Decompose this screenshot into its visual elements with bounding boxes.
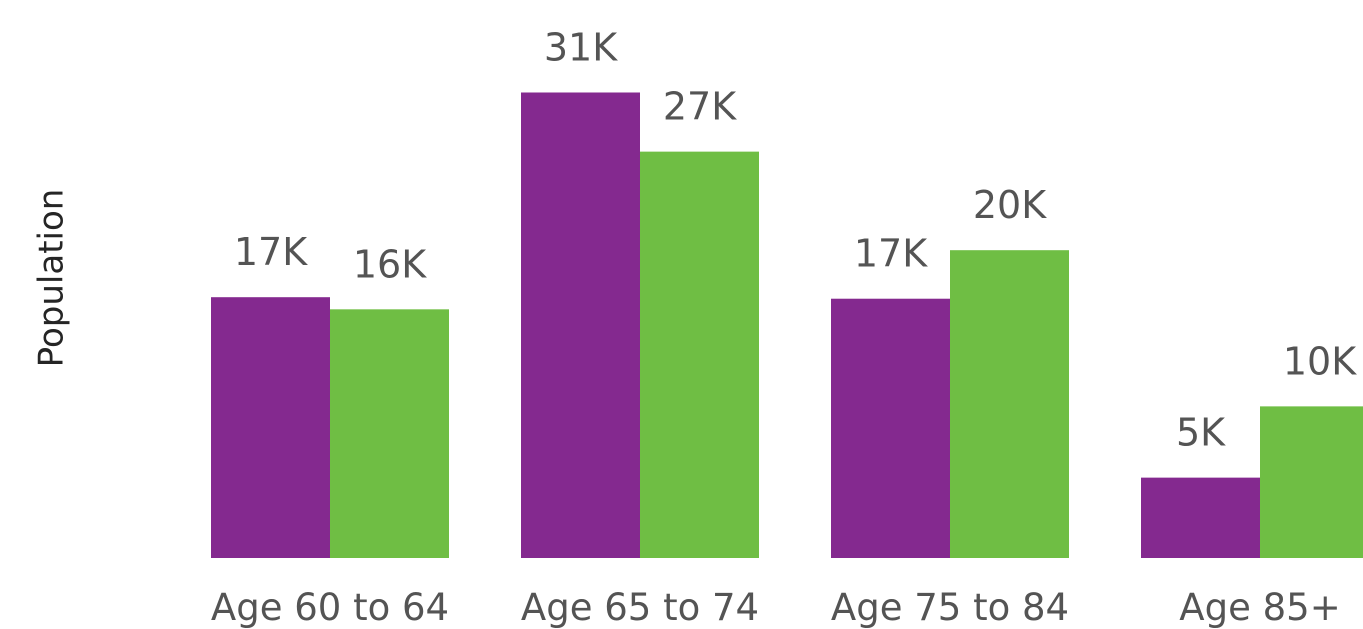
bar-series1-3 <box>831 298 950 558</box>
bars-group <box>211 92 1363 558</box>
x-tick-label: Age 85+ <box>1179 586 1340 629</box>
data-labels-group: 17K 16K 31K 27K 17K 20K 5K 10K <box>234 25 1357 454</box>
bar-series1-2 <box>521 92 640 558</box>
bar-series2-3 <box>950 250 1069 558</box>
bar-series2-2 <box>640 151 759 558</box>
bar-series1-4 <box>1141 477 1260 558</box>
x-tick-label: Age 60 to 64 <box>211 586 449 629</box>
x-tick-label: Age 75 to 84 <box>831 586 1069 629</box>
x-tick-label: Age 65 to 74 <box>521 586 759 629</box>
data-label-series1-2: 31K <box>544 25 618 69</box>
data-label-series1-3: 17K <box>854 232 928 276</box>
data-label-series1-1: 17K <box>234 230 308 274</box>
data-label-series2-3: 20K <box>973 183 1047 227</box>
data-label-series2-2: 27K <box>663 85 737 129</box>
data-label-series2-4: 10K <box>1283 339 1357 383</box>
data-label-series1-4: 5K <box>1176 411 1226 455</box>
x-axis-ticks: Age 60 to 64 Age 65 to 74 Age 75 to 84 Age … <box>211 586 1341 629</box>
bar-series2-1 <box>330 309 449 558</box>
y-axis-label: Population <box>32 189 72 368</box>
bar-series1-1 <box>211 297 330 558</box>
data-label-series2-1: 16K <box>353 242 427 286</box>
bar-series2-4 <box>1260 406 1363 558</box>
